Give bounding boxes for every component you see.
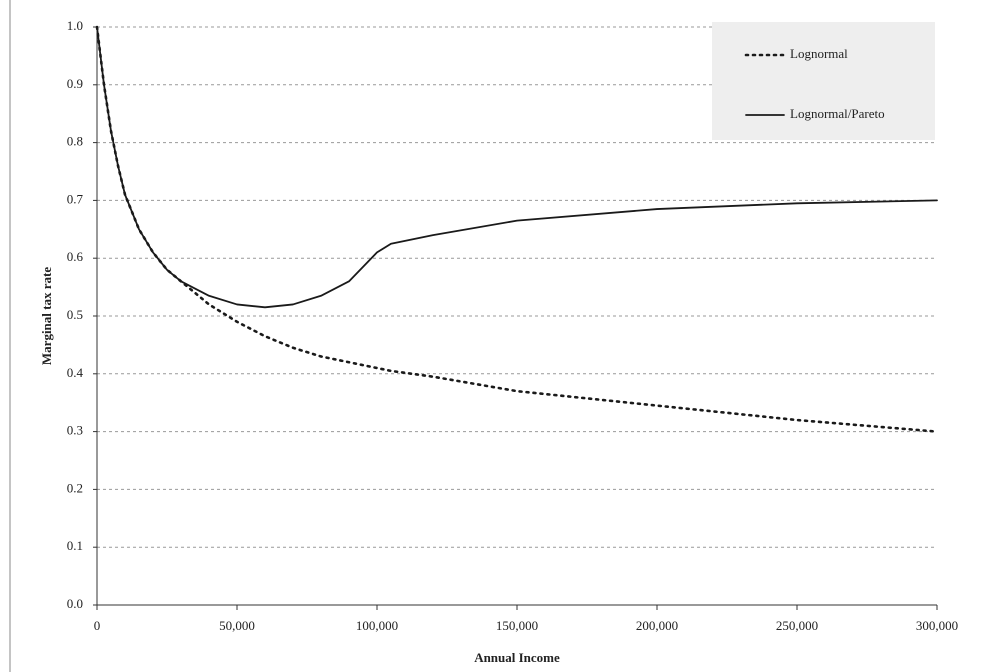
y-tick-label: 0.7	[67, 191, 84, 206]
x-tick-label: 300,000	[916, 618, 958, 633]
x-tick-label: 100,000	[356, 618, 398, 633]
y-tick-label: 0.2	[67, 480, 83, 495]
y-tick-label: 0.9	[67, 76, 83, 91]
legend-label: Lognormal	[790, 46, 848, 61]
x-tick-label: 150,000	[496, 618, 538, 633]
x-tick-label: 250,000	[776, 618, 818, 633]
legend-box	[712, 22, 935, 140]
chart: Marginal tax rate Annual Income 0.0 0.1 0.…	[0, 0, 990, 672]
y-tick-label: 1.0	[67, 18, 83, 33]
y-tick-label: 0.3	[67, 423, 83, 438]
y-tick-label: 0.6	[67, 249, 84, 264]
x-axis-label: Annual Income	[474, 650, 560, 665]
y-tick-label: 0.5	[67, 307, 83, 322]
x-tick-label: 0	[94, 618, 101, 633]
legend-label: Lognormal/Pareto	[790, 106, 885, 121]
x-tick-label: 50,000	[219, 618, 255, 633]
y-tick-label: 0.0	[67, 596, 83, 611]
page: Marginal tax rate Annual Income 0.0 0.1 0.…	[0, 0, 990, 672]
y-tick-label: 0.8	[67, 134, 83, 149]
y-axis-label: Marginal tax rate	[39, 267, 54, 365]
x-tick-label: 200,000	[636, 618, 678, 633]
y-tick-label: 0.4	[67, 365, 84, 380]
y-tick-label: 0.1	[67, 538, 83, 553]
